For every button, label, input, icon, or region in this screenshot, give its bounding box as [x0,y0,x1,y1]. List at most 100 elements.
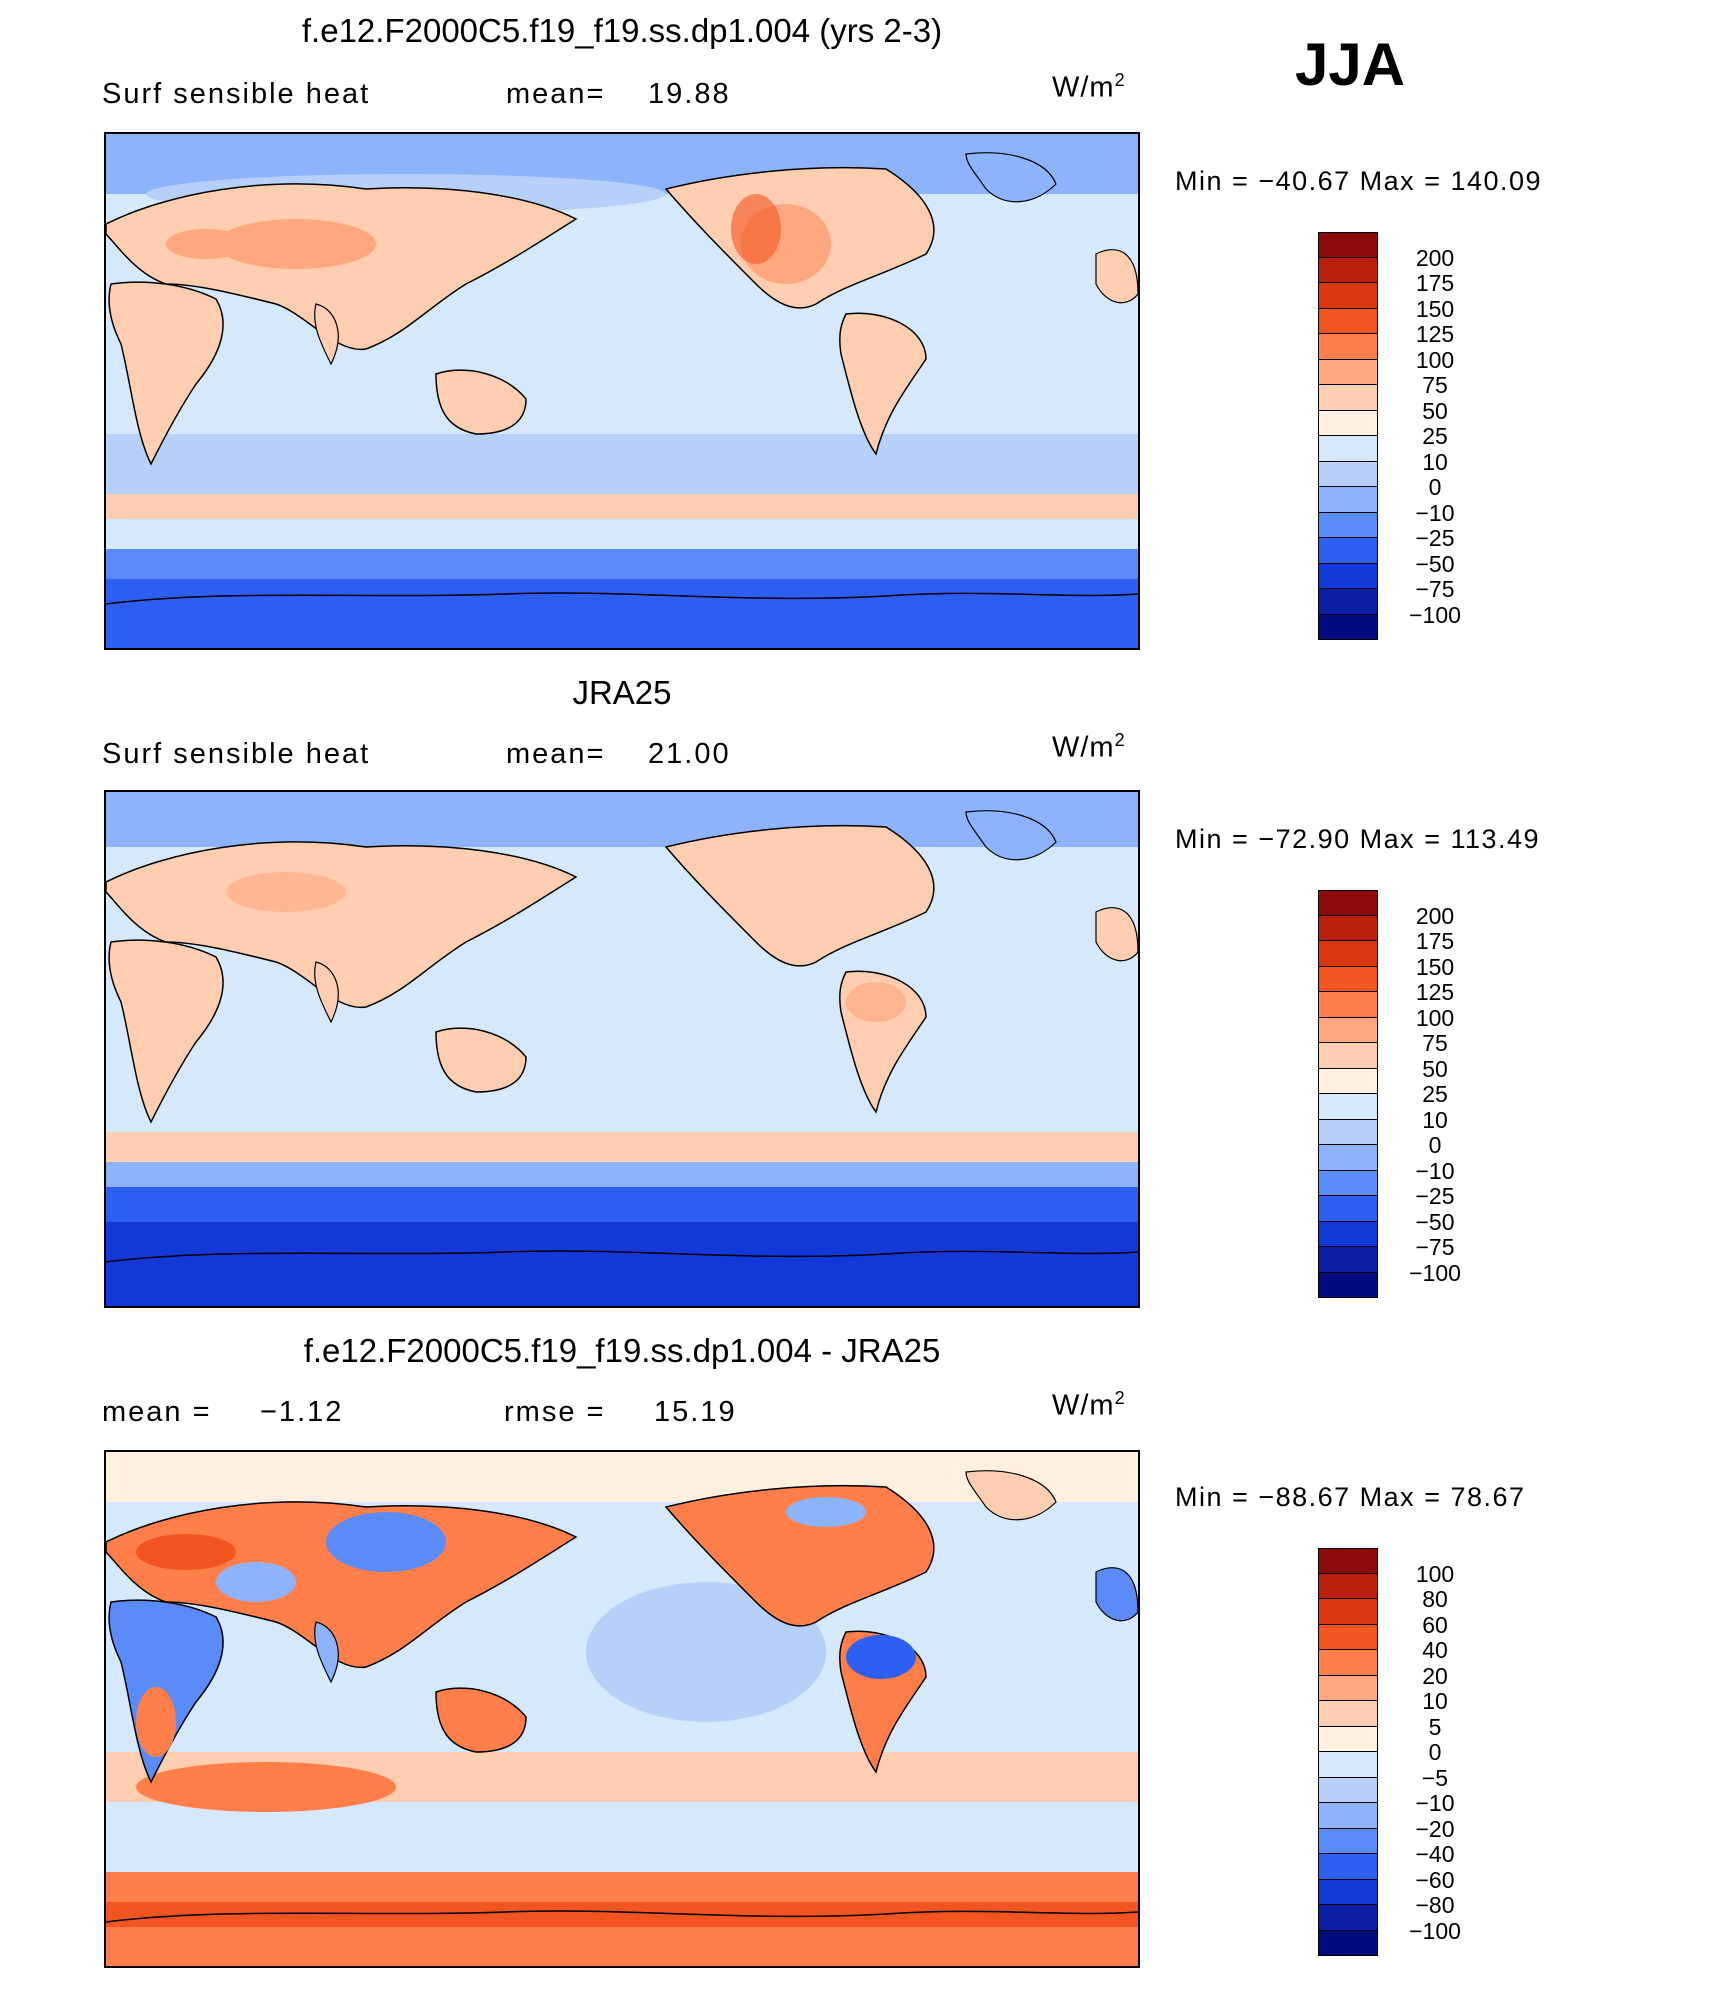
colorbar-tick-label: −40 [1415,1841,1455,1867]
panel-1-equals-1: = [1232,166,1259,196]
colorbar-tick-label: 125 [1415,321,1455,347]
colorbar-swatch [1318,1650,1378,1676]
colorbar-tick-label: 5 [1428,1713,1442,1740]
panel-3-max-value: 78.67 [1450,1482,1526,1512]
colorbar-swatch [1318,538,1378,564]
season-label: JJA [1295,31,1406,98]
panel-2-map [104,790,1140,1308]
panel-2-mean-label: mean= [506,738,606,770]
panel-1-title: f.e12.F2000C5.f19_f19.ss.dp1.004 (yrs 2-… [301,12,943,49]
panel-3-map-svg [106,1452,1138,1966]
colorbar-tick-label: −10 [1415,1157,1455,1184]
units-text: W/m [1052,731,1115,764]
units-text: W/m [1052,1389,1115,1422]
colorbar-swatch [1318,1879,1378,1905]
panel-1-units: W/m2 [1052,70,1126,105]
colorbar-swatch [1318,1854,1378,1880]
colorbar-swatch [1318,1573,1378,1599]
panel-2-equals-2: = [1424,824,1451,854]
colorbar-swatch [1318,1221,1378,1247]
colorbar-tick-label: 0 [1428,1739,1442,1765]
colorbar-tick-label: −20 [1415,1815,1455,1842]
colorbar-swatch [1318,1272,1378,1298]
panel-3-rmse-value: 15.19 [654,1396,737,1428]
panel-1-map-svg [106,134,1138,648]
colorbar-tick-label: 175 [1415,928,1455,954]
colorbar-tick-label: −100 [1409,1917,1461,1944]
colorbar-tick-label: 100 [1415,1004,1455,1031]
colorbar-tick-label: 100 [1415,1560,1455,1587]
panel-3-rmse-label: rmse = [504,1396,606,1428]
colorbar-swatch [1318,1624,1378,1650]
colorbar-tick-label: 25 [1422,423,1448,449]
colorbar-tick-label: 75 [1422,1030,1448,1056]
colorbar-swatch [1318,1930,1378,1956]
colorbar-tick-label: −75 [1415,576,1455,602]
colorbar-tick-label: 125 [1415,979,1455,1005]
panel-1-minmax: Min = −40.67 Max = 140.09 [1175,166,1542,197]
colorbar-swatch [1318,1094,1378,1120]
panel-3-title: f.e12.F2000C5.f19_f19.ss.dp1.004 - JRA25 [303,1332,941,1369]
colorbar-swatch [1318,1017,1378,1043]
panel-3-mean-label: mean = [102,1396,212,1428]
colorbar-tick-label: −5 [1421,1764,1449,1791]
colorbar-tick-label: −50 [1415,550,1455,577]
panel-1-equals-2: = [1424,166,1451,196]
colorbar-tick-label: −80 [1415,1892,1455,1918]
colorbar-tick-label: −60 [1415,1866,1455,1893]
colorbar-swatch [1318,334,1378,360]
colorbar-swatch [1318,1548,1378,1574]
units-superscript: 2 [1114,1388,1126,1408]
panel-1-min-label: Min [1175,166,1224,196]
panel-1-max-label: Max [1359,166,1416,196]
colorbar-swatch [1318,1196,1378,1222]
colorbar-swatch [1318,589,1378,615]
colorbar-swatch [1318,1905,1378,1931]
panel-2-max-label: Max [1359,824,1416,854]
colorbar-swatch [1318,1119,1378,1145]
units-superscript: 2 [1114,70,1126,90]
colorbar-swatch [1318,283,1378,309]
colorbar-tick-label: −50 [1415,1208,1455,1235]
colorbar-swatch [1318,385,1378,411]
colorbar-tick-label: −25 [1415,525,1455,551]
colorbar-swatch [1318,1599,1378,1625]
colorbar-swatch [1318,992,1378,1018]
panel-1-max-value: 140.09 [1450,166,1543,196]
colorbar-swatch [1318,1777,1378,1803]
colorbar-swatch [1318,487,1378,513]
colorbar-swatch [1318,563,1378,589]
colorbar-tick-label: 150 [1415,953,1455,980]
colorbar-swatch [1318,941,1378,967]
panel-2-variable-label: Surf sensible heat [102,738,371,770]
colorbar-tick-label: 40 [1422,1637,1448,1663]
colorbar-tick-label: 175 [1415,270,1455,296]
panel-2-mean-value: 21.00 [648,738,731,770]
colorbar-tick-label: 0 [1428,474,1442,500]
panel-3-map [104,1450,1140,1968]
colorbar-swatch [1318,1828,1378,1854]
colorbar-tick-label: −25 [1415,1183,1455,1209]
units-text: W/m [1052,71,1115,104]
panel-1-mean-value: 19.88 [648,78,731,110]
panel-2-equals-1: = [1232,824,1259,854]
panel-3-mean-value: −1.12 [260,1396,344,1428]
panel-3-minmax: Min = −88.67 Max = 78.67 [1175,1482,1526,1513]
colorbar-swatch [1318,461,1378,487]
panel-2-units: W/m2 [1052,730,1126,765]
colorbar-swatch [1318,410,1378,436]
panel-2-max-value: 113.49 [1450,824,1541,854]
colorbar-tick-label: −75 [1415,1234,1455,1260]
colorbar-tick-label: −10 [1415,1790,1455,1816]
colorbar-tick-label: 20 [1422,1662,1448,1689]
panel-3-min-label: Min [1175,1482,1224,1512]
colorbar-tick-label: 25 [1422,1081,1448,1107]
panel-2-min-value: −72.90 [1258,824,1351,854]
colorbar-tick-label: −100 [1409,601,1461,628]
colorbar-swatch [1318,1145,1378,1171]
colorbar-swatch [1318,512,1378,538]
colorbar-tick-label: 150 [1415,295,1455,322]
colorbar-tick-label: 10 [1422,1106,1448,1133]
colorbar-swatch [1318,915,1378,941]
colorbar-swatch [1318,1247,1378,1273]
